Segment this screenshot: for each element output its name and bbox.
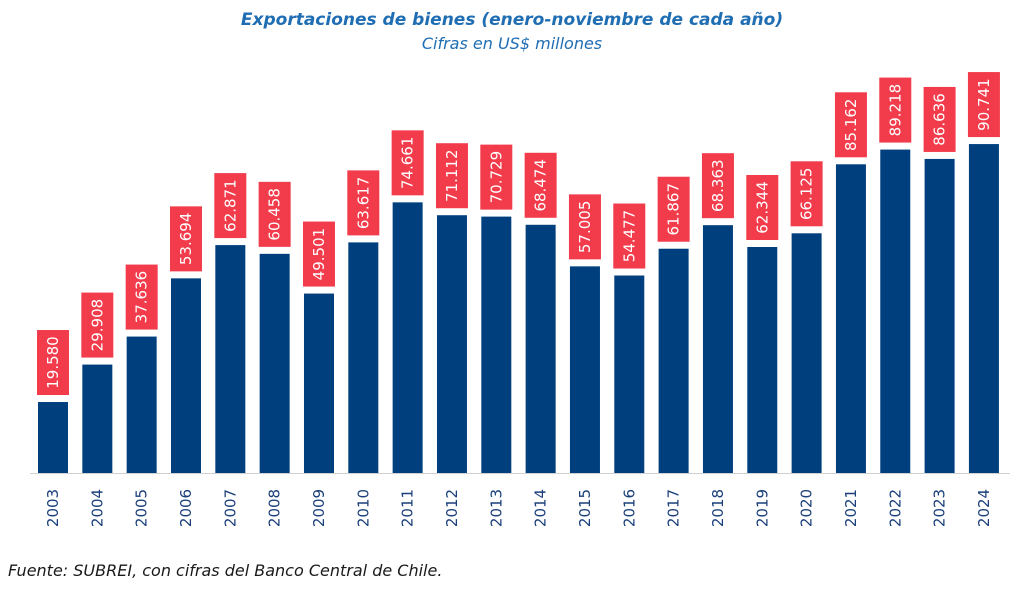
x-tick-label-2011: 2011 [399, 489, 417, 527]
bar-2006 [170, 278, 201, 473]
value-label-2014: 68.474 [532, 159, 550, 212]
value-label-box-2003 [37, 330, 69, 396]
value-label-box-2016 [613, 203, 646, 269]
x-tick-label-2003: 2003 [44, 489, 62, 527]
bar-2007 [215, 245, 246, 473]
value-label-2005: 37.636 [133, 271, 151, 324]
x-tick-label-2020: 2020 [798, 489, 816, 527]
x-tick-label-2005: 2005 [133, 489, 151, 527]
bar-2020 [791, 233, 822, 473]
value-label-box-2007 [214, 173, 247, 239]
source-note: Fuente: SUBREI, con cifras del Banco Cen… [8, 561, 443, 580]
value-label-box-2005 [125, 264, 158, 330]
bar-2017 [658, 248, 689, 473]
bar-2012 [436, 215, 467, 473]
bar-2022 [880, 149, 911, 473]
value-label-2003: 19.580 [44, 336, 62, 389]
value-label-box-2004 [81, 292, 114, 358]
chart-title: Exportaciones de bienes (enero-noviembre… [240, 10, 784, 30]
value-label-box-2013 [480, 144, 513, 210]
x-tick-label-2007: 2007 [221, 489, 239, 527]
x-tick-label-2018: 2018 [709, 489, 727, 527]
value-label-2015: 57.005 [576, 201, 594, 254]
value-label-2012: 71.112 [443, 149, 461, 202]
x-tick-label-2008: 2008 [266, 489, 284, 527]
value-label-2020: 66.125 [798, 168, 816, 221]
bar-2005 [126, 336, 157, 473]
bar-2018 [702, 225, 733, 473]
value-label-2019: 62.344 [753, 181, 771, 234]
value-label-box-2011 [391, 130, 424, 196]
value-label-2024: 90.741 [975, 78, 993, 131]
value-label-box-2017 [657, 176, 690, 242]
value-label-2013: 70.729 [487, 151, 505, 204]
value-label-2010: 63.617 [354, 177, 372, 230]
chart-subtitle: Cifras en US$ millones [421, 34, 603, 53]
value-label-box-2010 [347, 170, 380, 236]
value-label-2021: 85.162 [842, 99, 860, 152]
value-label-2004: 29.908 [88, 299, 106, 352]
value-label-box-2008 [258, 181, 291, 247]
value-label-2011: 74.661 [399, 137, 417, 190]
value-label-box-2022 [879, 77, 912, 143]
x-tick-label-2014: 2014 [532, 489, 550, 527]
bar-2023 [924, 158, 955, 473]
value-label-box-2012 [435, 143, 468, 209]
value-label-box-2024 [967, 72, 1000, 138]
value-label-box-2014 [524, 152, 557, 218]
value-label-2007: 62.871 [221, 179, 239, 232]
x-tick-label-2013: 2013 [487, 489, 505, 527]
value-label-box-2021 [834, 92, 867, 158]
value-label-2017: 61.867 [665, 183, 683, 236]
bar-chart: 19.580 2003 29.908 2004 37.636 2005 53.694 2006… [30, 72, 1010, 527]
bar-2014 [525, 224, 556, 473]
value-label-box-2006 [169, 206, 202, 272]
value-label-box-2023 [923, 86, 956, 152]
bar-2010 [348, 242, 379, 473]
bar-2004 [82, 364, 113, 473]
value-label-box-2020 [790, 161, 823, 227]
bar-2008 [259, 253, 290, 473]
value-label-2018: 68.363 [709, 159, 727, 212]
x-tick-label-2006: 2006 [177, 489, 195, 527]
value-label-2022: 89.218 [886, 84, 904, 137]
value-label-box-2009 [302, 221, 335, 287]
x-tick-label-2009: 2009 [310, 489, 328, 527]
bar-2013 [481, 216, 512, 474]
value-label-2006: 53.694 [177, 213, 195, 266]
value-label-2009: 49.501 [310, 228, 328, 281]
value-label-2008: 60.458 [266, 188, 284, 241]
x-tick-label-2017: 2017 [665, 489, 683, 527]
x-tick-label-2023: 2023 [931, 489, 949, 527]
value-label-2016: 54.477 [620, 210, 638, 263]
value-label-box-2018 [701, 153, 734, 219]
bar-2016 [614, 275, 645, 473]
x-tick-label-2012: 2012 [443, 489, 461, 527]
x-tick-label-2022: 2022 [886, 489, 904, 527]
bar-2003 [38, 402, 68, 473]
value-label-box-2019 [746, 175, 779, 241]
x-tick-label-2019: 2019 [753, 489, 771, 527]
value-label-2023: 86.636 [931, 93, 949, 146]
bar-2009 [303, 293, 334, 473]
bar-2015 [569, 266, 600, 473]
x-tick-label-2015: 2015 [576, 489, 594, 527]
bar-2024 [968, 144, 999, 473]
x-tick-label-2010: 2010 [354, 489, 372, 527]
x-tick-label-2024: 2024 [975, 489, 993, 527]
bar-2019 [747, 247, 778, 473]
bar-2011 [392, 202, 423, 473]
x-tick-label-2016: 2016 [620, 489, 638, 527]
x-tick-label-2004: 2004 [88, 489, 106, 527]
value-label-box-2015 [568, 194, 601, 260]
bar-2021 [835, 164, 866, 473]
x-tick-label-2021: 2021 [842, 489, 860, 527]
